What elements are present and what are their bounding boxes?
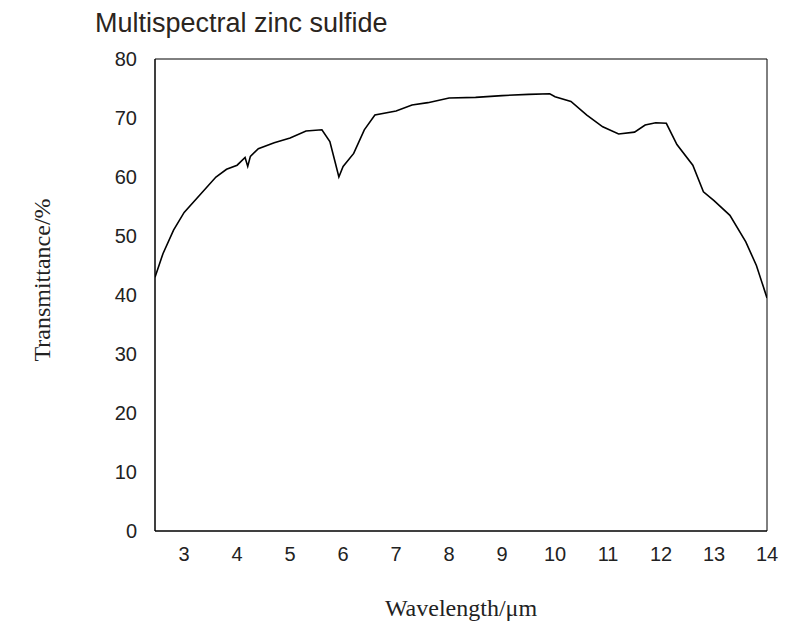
svg-text:14: 14 [756, 543, 778, 565]
svg-text:80: 80 [115, 48, 137, 70]
svg-text:20: 20 [115, 402, 137, 424]
svg-text:50: 50 [115, 225, 137, 247]
html-text:Transmittance/%: Transmittance/% [28, 198, 55, 362]
svg-text:60: 60 [115, 166, 137, 188]
svg-text:11: 11 [598, 543, 619, 565]
svg-text:40: 40 [115, 284, 137, 306]
svg-text:13: 13 [703, 543, 725, 565]
svg-text:30: 30 [115, 343, 137, 365]
svg-text:9: 9 [497, 543, 508, 565]
svg-text:6: 6 [338, 543, 349, 565]
html-text:Wavelength/μm: Wavelength/μm [384, 594, 538, 621]
svg-text:7: 7 [391, 543, 402, 565]
svg-text:10: 10 [115, 461, 137, 483]
svg-text:8: 8 [444, 543, 455, 565]
svg-text:12: 12 [650, 543, 672, 565]
svg-text:0: 0 [126, 520, 137, 542]
svg-text:70: 70 [115, 107, 137, 129]
svg-text:5: 5 [285, 543, 296, 565]
svg-text:3: 3 [179, 543, 190, 565]
svg-text:10: 10 [544, 543, 566, 565]
html-text:Multispectral zinc sulfide: Multispectral zinc sulfide [95, 8, 388, 38]
svg-text:4: 4 [232, 543, 243, 565]
